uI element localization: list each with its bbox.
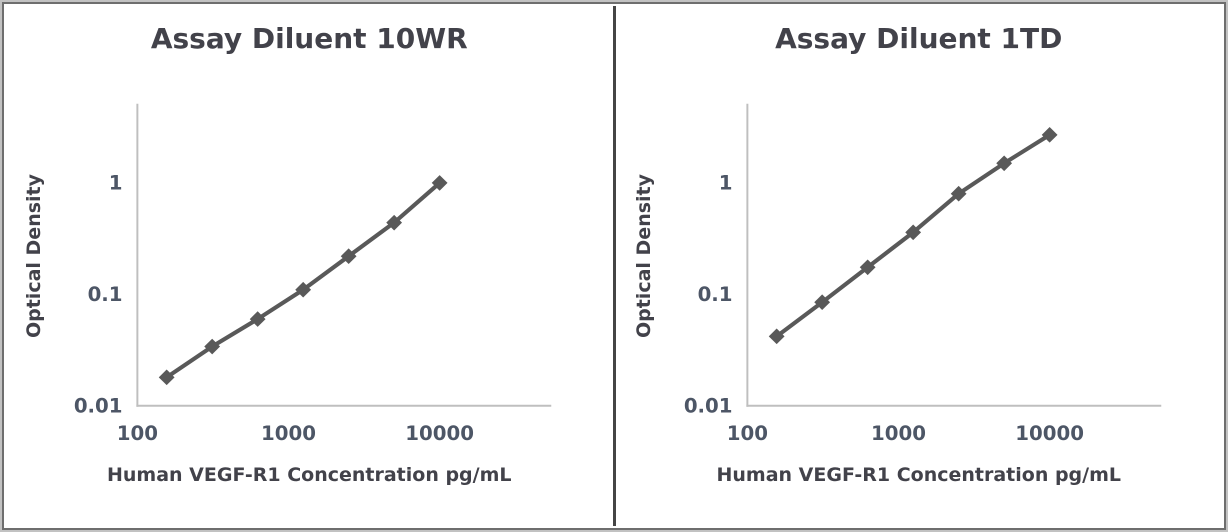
data-point-marker [904,224,921,241]
chart-title-10wr: Assay Diluent 10WR [150,22,468,55]
y-tick-label: 1 [718,172,732,195]
data-point-marker [386,214,403,231]
x-tick-label: 100 [117,422,158,445]
x-tick-label: 10000 [405,422,474,445]
y-tick-label: 0.01 [683,395,732,418]
x-tick-label: 1000 [871,422,926,445]
standard-curve-plot-10wr: 100 1000 10000 1 0.1 0.01 [74,103,552,445]
chart-title-1td: Assay Diluent 1TD [775,22,1063,55]
y-tick-label: 0.01 [74,395,123,418]
x-axis-label: Human VEGF-R1 Concentration pg/mL [106,464,512,486]
y-tick-label: 0.1 [88,283,123,306]
chart-panel-10wr: Assay Diluent 10WR Optical Density 100 10… [6,6,613,526]
data-point-marker [859,259,876,276]
x-tick-label: 1000 [261,422,316,445]
x-tick-label: 100 [726,422,767,445]
panel-divider [612,6,616,526]
x-tick-label: 10000 [1015,422,1084,445]
standard-curve-plot-1td: 100 1000 10000 1 0.1 0.01 [683,103,1161,445]
x-axis-label: Human VEGF-R1 Concentration pg/mL [716,464,1122,486]
y-tick-label: 1 [109,172,123,195]
data-point-marker [995,155,1012,172]
data-point-marker [950,185,967,202]
data-point-marker [768,328,785,345]
chart-panel-1td: Assay Diluent 1TD Optical Density 100 100… [615,6,1222,526]
data-point-marker [340,248,357,265]
y-tick-label: 0.1 [697,283,732,306]
data-point-marker [813,294,830,311]
data-point-marker [431,175,448,191]
data-point-marker [1041,127,1058,143]
